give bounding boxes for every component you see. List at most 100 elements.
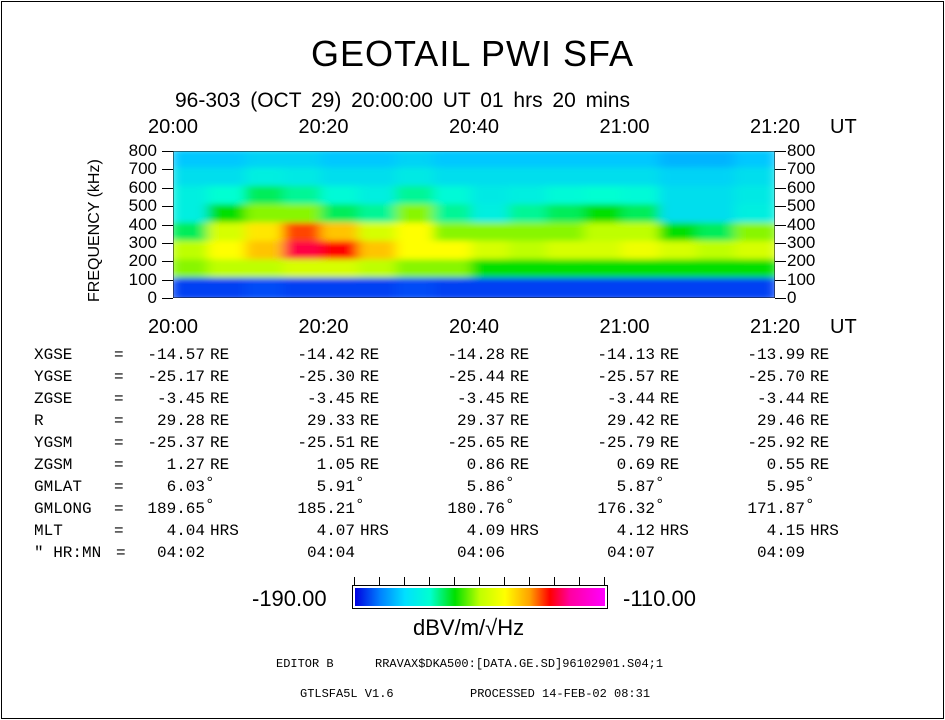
processed-date: PROCESSED 14-FEB-02 08:31 <box>470 687 651 701</box>
ephemeris-unit: RE <box>210 368 230 386</box>
spectrogram-cell <box>320 277 365 298</box>
ephemeris-value: -14.28 <box>447 346 505 364</box>
spectrogram-cell <box>320 185 365 209</box>
ephemeris-value: 4.04 <box>166 522 205 540</box>
spectrogram-cell <box>508 259 553 282</box>
y-tick-left <box>162 224 173 226</box>
ephemeris-value: -25.79 <box>597 434 655 452</box>
spectrogram-cell <box>173 204 214 227</box>
spectrogram-cell <box>207 151 252 172</box>
ephemeris-unit: RE <box>810 456 830 474</box>
spectrogram-cell <box>433 167 477 190</box>
x-unit-top: UT <box>830 116 857 138</box>
ephemeris-unit: RE <box>360 346 380 364</box>
ephemeris-label: ZGSM <box>34 456 73 474</box>
spectrogram-cell <box>245 240 289 264</box>
plot-subtitle: 96-303 (OCT 29) 20:00:00 UT 01 hrs 20 mi… <box>175 89 630 112</box>
spectrogram-cell <box>546 204 590 227</box>
spectrogram-cell <box>621 185 666 209</box>
ephemeris-label: R <box>34 412 44 430</box>
ephemeris-value: -3.44 <box>756 390 805 408</box>
ephemeris-value: 180.76 <box>447 500 505 518</box>
ephemeris-value: 04:07 <box>606 544 655 562</box>
y-tick-right <box>775 224 786 226</box>
ephemeris-value: -14.13 <box>597 346 655 364</box>
spectrogram-cell <box>245 277 289 298</box>
y-tick-left <box>162 187 173 189</box>
ephemeris-unit: RE <box>360 390 380 408</box>
colorbar-tick <box>429 577 430 585</box>
ephemeris-value: 176.32 <box>597 500 655 518</box>
spectrogram-cell <box>546 222 590 245</box>
spectrogram-cell <box>282 240 327 264</box>
spectrogram-cell <box>245 167 289 190</box>
ephemeris-unit: RE <box>360 456 380 474</box>
x-tick-label-top: 20:40 <box>448 116 500 138</box>
spectrogram-cell <box>508 240 553 264</box>
program-version: GTLSFA5L V1.6 <box>300 687 394 701</box>
y-tick-right <box>775 279 786 281</box>
ephemeris-unit: ° <box>655 474 665 492</box>
spectrogram-cell <box>546 259 590 282</box>
ephemeris-value: -3.45 <box>156 390 205 408</box>
spectrogram-cell <box>395 240 440 264</box>
colorbar-tick <box>604 577 605 585</box>
x-tick-label-top: 20:00 <box>147 116 199 138</box>
spectrogram-cell <box>508 277 553 298</box>
spectrogram-cell <box>583 185 628 209</box>
y-tick-label-right: 600 <box>787 177 816 197</box>
spectrogram-cell <box>508 151 553 172</box>
spectrogram-cell <box>282 151 327 172</box>
ephemeris-value: 4.07 <box>316 522 355 540</box>
spectrogram-cell <box>696 277 741 298</box>
ephemeris-unit: HRS <box>810 522 839 540</box>
spectrogram-cell <box>173 222 214 245</box>
y-tick-right <box>775 242 786 244</box>
y-tick-left <box>162 261 173 263</box>
spectrogram-cell <box>734 277 775 298</box>
ephemeris-label: YGSM <box>34 434 73 452</box>
y-axis-label: FREQUENCY (kHz) <box>86 159 103 302</box>
spectrogram-cell <box>173 151 214 172</box>
spectrogram-cell <box>207 167 252 190</box>
spectrogram-cell <box>245 259 289 282</box>
spectrogram-cell <box>207 277 252 298</box>
spectrogram-cell <box>433 259 477 282</box>
colorbar-tick <box>354 577 355 585</box>
spectrogram-cell <box>282 277 327 298</box>
spectrogram-cell <box>282 185 327 209</box>
spectrogram <box>173 151 775 298</box>
colorbar-min-label: -190.00 <box>252 586 327 611</box>
equals-sign: = <box>114 500 124 518</box>
y-tick-right <box>775 298 786 299</box>
ephemeris-unit: ° <box>205 496 215 514</box>
ephemeris-value: -3.45 <box>456 390 505 408</box>
spectrogram-cell <box>358 222 402 245</box>
spectrogram-cell <box>358 185 402 209</box>
ephemeris-unit: RE <box>660 456 680 474</box>
ephemeris-unit: RE <box>660 368 680 386</box>
spectrogram-cell <box>471 151 515 172</box>
spectrogram-cell <box>659 222 703 245</box>
spectrogram-cell <box>621 277 666 298</box>
spectrogram-cell <box>245 185 289 209</box>
ephemeris-label: MLT <box>34 522 63 540</box>
spectrogram-cell <box>282 259 327 282</box>
ephemeris-unit: ° <box>505 474 515 492</box>
x-tick-label-bottom: 21:00 <box>599 316 650 338</box>
ephemeris-value: -25.51 <box>297 434 355 452</box>
spectrogram-cell <box>659 277 703 298</box>
y-tick-label-right: 200 <box>787 251 816 271</box>
y-tick-label-left: 300 <box>128 232 157 252</box>
y-tick-label-right: 100 <box>787 269 816 289</box>
ephemeris-value: 29.42 <box>606 412 655 430</box>
y-tick-right <box>775 261 786 263</box>
y-tick-left <box>162 169 173 171</box>
spectrogram-cell <box>546 240 590 264</box>
spectrogram-cell <box>583 222 628 245</box>
ephemeris-value: 5.86 <box>466 478 505 496</box>
spectrogram-cell <box>734 204 775 227</box>
spectrogram-cell <box>358 167 402 190</box>
equals-sign: = <box>114 522 124 540</box>
y-tick-left <box>162 242 173 244</box>
